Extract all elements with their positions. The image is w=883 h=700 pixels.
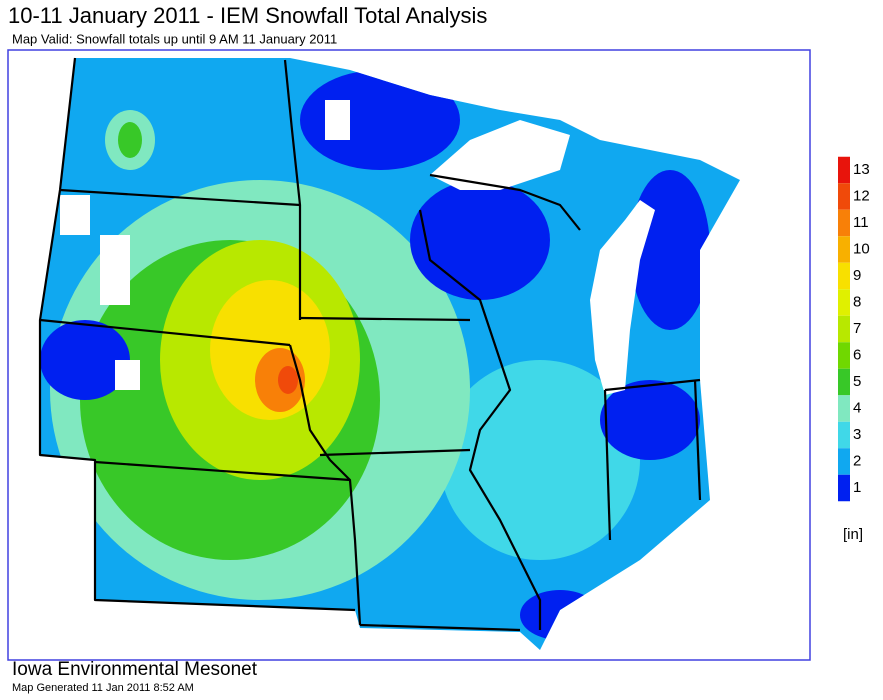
map [7, 49, 811, 661]
legend-label: 1 [853, 479, 861, 496]
legend-swatch [838, 236, 850, 263]
legend-label: 9 [853, 267, 861, 284]
legend-label: 4 [853, 399, 861, 416]
legend-unit: [in] [843, 526, 863, 543]
title: 10-11 January 2011 - IEM Snowfall Total … [8, 3, 487, 28]
legend-label: 10 [853, 240, 870, 257]
legend-label: 13 [853, 161, 870, 178]
footer-generated: Map Generated 11 Jan 2011 8:52 AM [12, 682, 194, 694]
snowfall-field [40, 58, 740, 650]
footer-organization: Iowa Environmental Mesonet [12, 659, 258, 680]
legend-label: 11 [853, 214, 869, 231]
legend-swatch [838, 448, 850, 475]
legend: 13 12 11 10 9 8 7 6 5 4 3 2 1 [838, 156, 870, 502]
legend-swatch [838, 395, 850, 422]
legend-swatch [838, 183, 850, 210]
legend-swatch [838, 474, 850, 502]
lake-michigan [590, 200, 655, 395]
legend-label: 3 [853, 426, 861, 443]
legend-swatch [838, 368, 850, 396]
legend-label: 6 [853, 346, 861, 363]
legend-swatch [838, 315, 850, 343]
legend-label: 8 [853, 293, 861, 310]
legend-swatch [838, 209, 850, 237]
subtitle: Map Valid: Snowfall totals up until 9 AM… [12, 31, 337, 46]
legend-label: 5 [853, 373, 861, 390]
legend-swatch [838, 156, 850, 184]
legend-label: 12 [853, 187, 870, 204]
legend-swatch [838, 421, 850, 449]
legend-swatch [838, 342, 850, 369]
state-borders [38, 57, 702, 632]
lake-superior [430, 120, 570, 190]
legend-swatch [838, 289, 850, 316]
legend-label: 7 [853, 320, 861, 337]
legend-label: 2 [853, 452, 861, 469]
legend-swatch [838, 262, 850, 290]
